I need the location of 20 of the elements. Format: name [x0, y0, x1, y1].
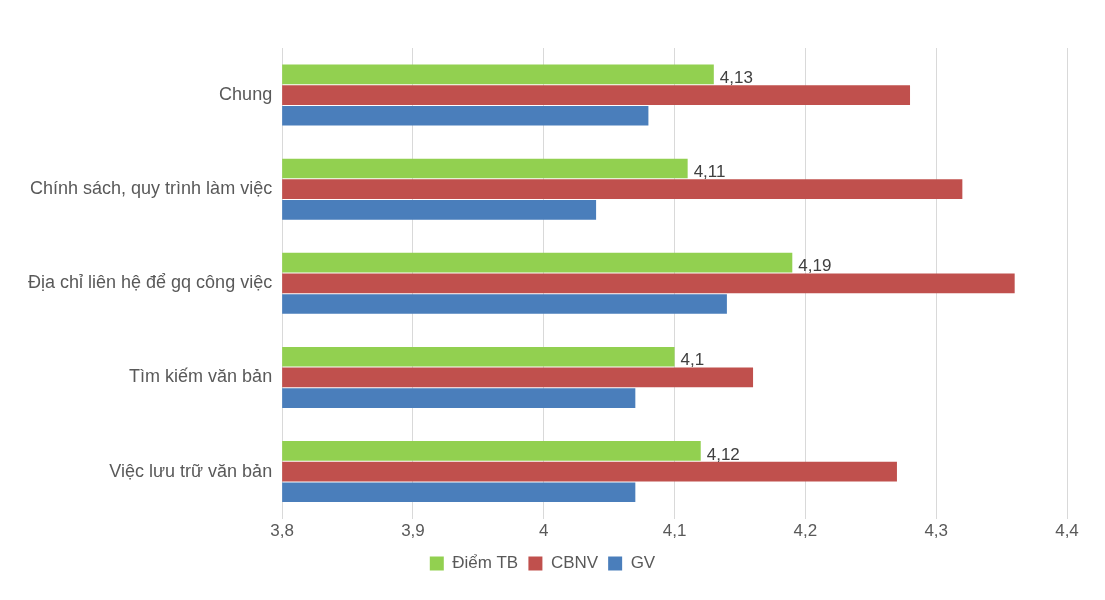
x-tick-label: 3,8 [270, 521, 294, 541]
y-tick-label: Việc lưu trữ văn bản [109, 460, 273, 481]
y-tick-label: Tìm kiếm văn bản [129, 366, 273, 387]
data-label: 4,19 [798, 256, 832, 276]
x-tick-label: 4,3 [924, 521, 949, 541]
x-tick-label: 4,2 [793, 521, 818, 541]
x-tick-label: 4,4 [1055, 521, 1079, 541]
y-tick-label: Chung [219, 84, 273, 105]
x-tick-label: 4 [539, 521, 549, 541]
x-tick-label: 4,1 [662, 521, 687, 541]
data-label: 4,11 [693, 162, 726, 182]
x-tick-label: 3,9 [401, 521, 425, 541]
data-label: 4,12 [706, 444, 740, 464]
legend-label: GV [630, 553, 656, 573]
data-label: 4,1 [680, 350, 705, 370]
legend-label: Điểm TB [452, 553, 519, 573]
legend-label: CBNV [550, 553, 599, 573]
data-label: 4,13 [719, 68, 753, 88]
y-tick-label: Địa chỉ liên hệ để gq công việc [28, 272, 273, 293]
y-tick-label: Chính sách, quy trình làm việc [30, 178, 273, 199]
